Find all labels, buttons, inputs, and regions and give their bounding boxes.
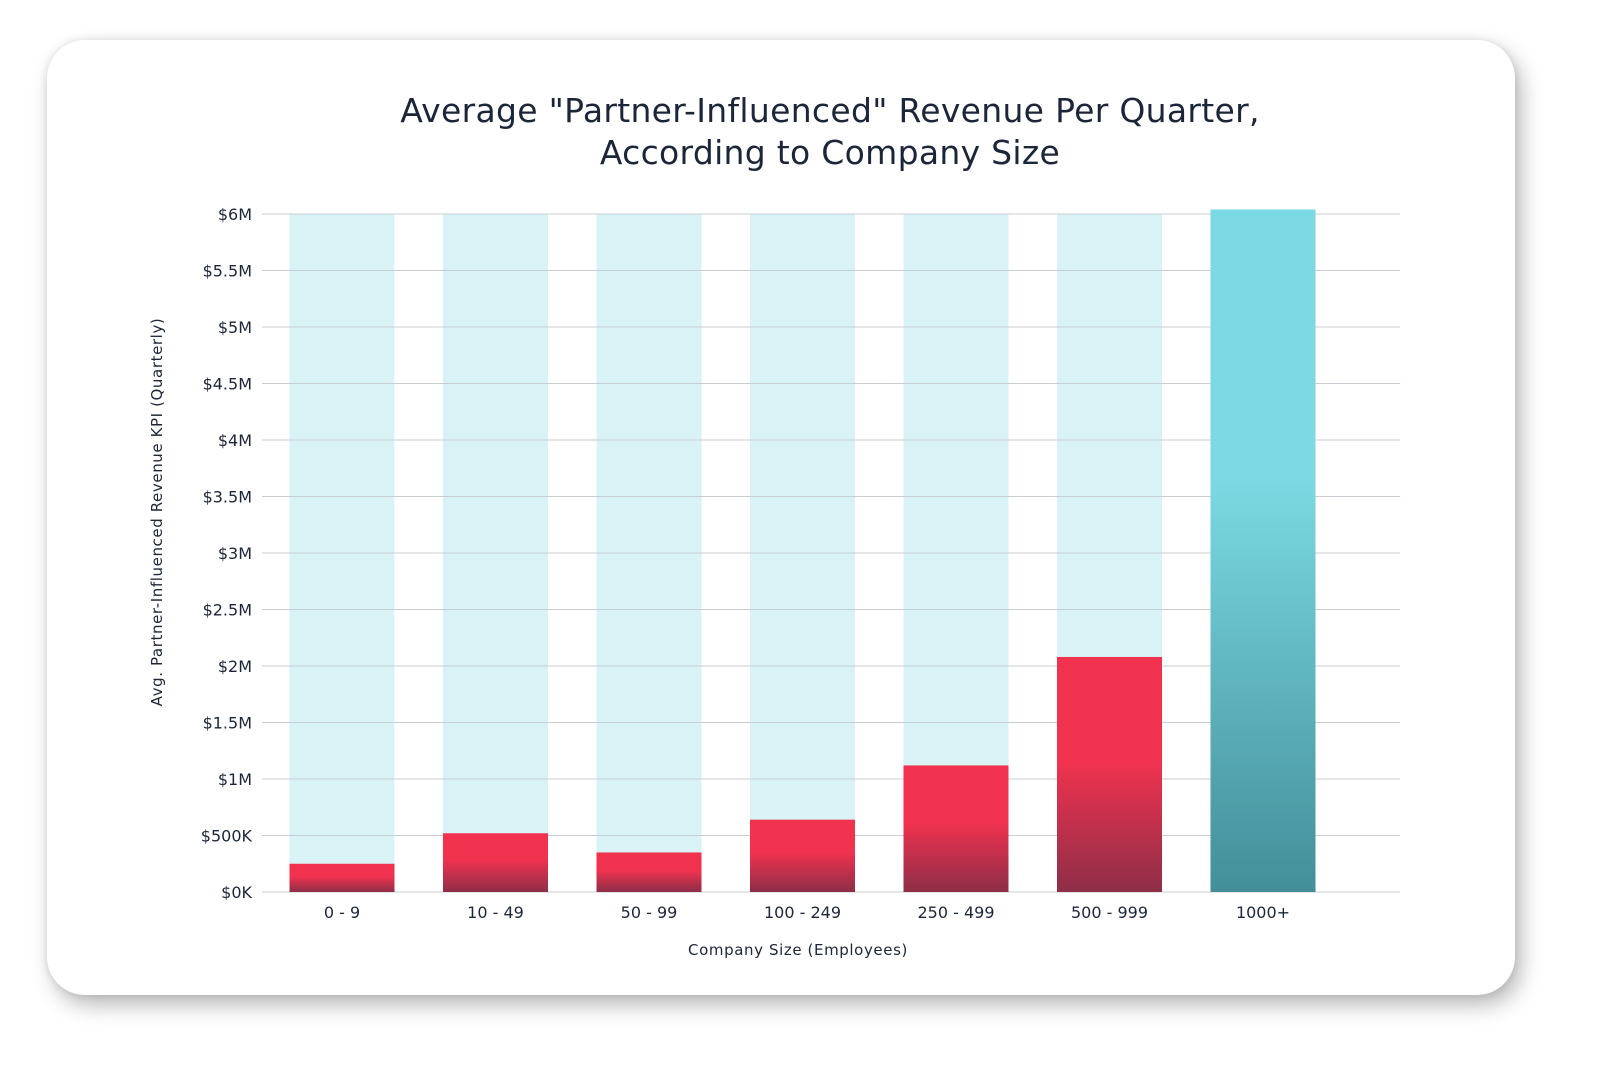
- bar: [1210, 209, 1316, 893]
- y-tick-label: $0K: [221, 883, 252, 902]
- y-tick-label: $3.5M: [203, 488, 252, 507]
- bar: [596, 852, 702, 892]
- y-tick-label: $3M: [218, 544, 252, 563]
- x-tick-label: 250 - 499: [917, 903, 994, 922]
- y-tick-label: $2.5M: [203, 601, 252, 620]
- x-tick-label: 1000+: [1236, 903, 1290, 922]
- y-tick-label: $1.5M: [203, 714, 252, 733]
- bar: [443, 833, 548, 892]
- x-tick-labels: 0 - 9 10 - 49 50 - 99 100 - 249 250 - 499 500…: [324, 903, 1290, 922]
- chart-title-line-2: According to Company Size: [599, 133, 1061, 172]
- x-tick-label: 10 - 49: [467, 903, 524, 922]
- chart-title: Average "Partner-Influenced" Revenue Per…: [0, 90, 1600, 174]
- bar: [289, 863, 395, 892]
- x-tick-label: 50 - 99: [621, 903, 678, 922]
- bar: [1057, 656, 1162, 892]
- bars: [289, 209, 1316, 893]
- y-tick-label: $2M: [218, 657, 252, 676]
- x-axis-title: Company Size (Employees): [688, 941, 908, 959]
- bar: [750, 819, 855, 892]
- y-tick-label: $500K: [201, 827, 253, 846]
- y-tick-label: $4M: [218, 431, 252, 450]
- y-tick-label: $5M: [218, 318, 252, 337]
- gridlines: [262, 213, 1400, 893]
- x-tick-label: 0 - 9: [324, 903, 360, 922]
- y-tick-label: $6M: [218, 205, 252, 224]
- y-tick-labels: $0K $500K $1M $1.5M $2M $2.5M $3M $3.5M $4M $4.5M…: [201, 205, 253, 902]
- y-tick-label: $5.5M: [203, 262, 252, 281]
- x-tick-label: 100 - 249: [764, 903, 841, 922]
- x-tick-label: 500 - 999: [1071, 903, 1148, 922]
- y-axis-title: Avg. Partner-Influenced Revenue KPI (Qua…: [148, 318, 166, 707]
- y-tick-label: $4.5M: [203, 375, 252, 394]
- y-tick-label: $1M: [218, 770, 252, 789]
- bar: [903, 765, 1009, 892]
- chart-title-line-1: Average "Partner-Influenced" Revenue Per…: [400, 91, 1260, 130]
